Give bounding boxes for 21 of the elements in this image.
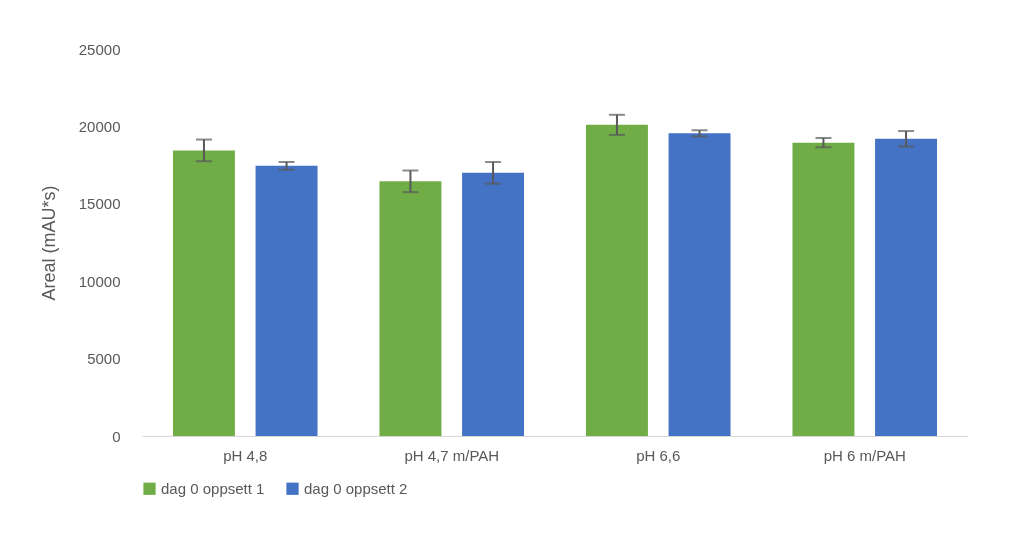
y-tick-label: 25000 <box>78 40 121 58</box>
bar <box>875 138 938 436</box>
bar <box>462 172 525 436</box>
bar <box>255 165 318 436</box>
y-tick-label: 20000 <box>78 117 121 135</box>
bar <box>792 142 855 436</box>
legend-label: dag 0 oppsett 1 <box>161 479 265 497</box>
y-axis-title: Areal (mAU*s) <box>38 185 59 301</box>
bar <box>668 133 731 436</box>
x-tick-label: pH 4,7 m/PAH <box>404 446 500 464</box>
y-tick-label: 10000 <box>78 272 121 290</box>
x-tick-label: pH 6,6 <box>636 446 681 464</box>
legend-label: dag 0 oppsett 2 <box>304 479 408 497</box>
x-tick-label: pH 6 m/PAH <box>823 446 906 464</box>
y-tick-label: 15000 <box>78 195 121 213</box>
bar <box>379 181 442 436</box>
bar <box>172 150 235 436</box>
x-tick-label: pH 4,8 <box>223 446 268 464</box>
y-tick-label: 0 <box>112 427 121 445</box>
bar <box>585 124 648 436</box>
y-tick-label: 5000 <box>87 350 121 368</box>
